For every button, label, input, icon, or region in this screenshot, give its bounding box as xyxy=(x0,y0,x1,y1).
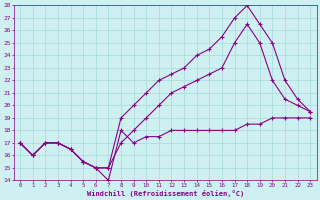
X-axis label: Windchill (Refroidissement éolien,°C): Windchill (Refroidissement éolien,°C) xyxy=(86,190,244,197)
